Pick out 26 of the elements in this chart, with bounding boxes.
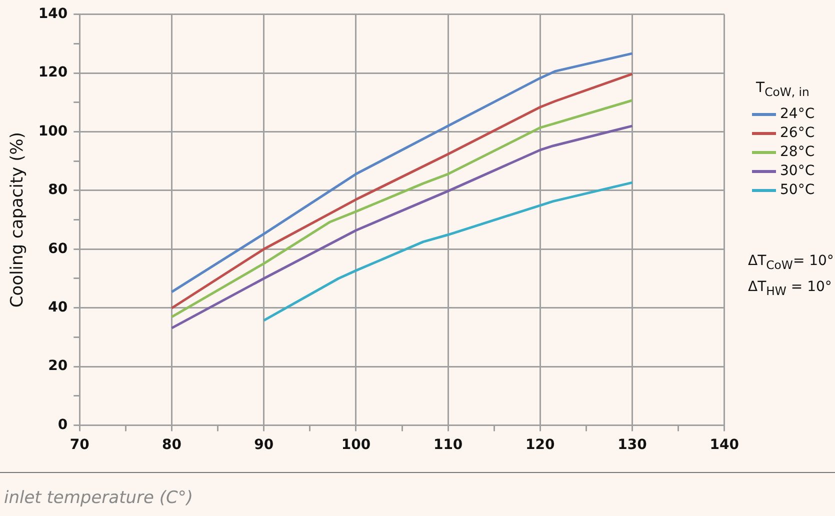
text: ΔT$_{CoW}$= 10° bbox=[748, 252, 834, 274]
legend-label: 26°C bbox=[780, 125, 815, 142]
x-tick-label: 110 bbox=[433, 437, 463, 454]
x-tick-label: 140 bbox=[710, 437, 740, 454]
text: ΔT$_{HW}$ = 10° bbox=[748, 278, 833, 300]
legend-label: 30°C bbox=[780, 163, 815, 180]
x-tick-label: 70 bbox=[70, 437, 90, 454]
legend-label: 24°C bbox=[780, 106, 815, 122]
x-tick-label: 90 bbox=[254, 437, 274, 454]
x-tick-label: 100 bbox=[341, 437, 371, 454]
y-tick-label: 140 bbox=[38, 6, 68, 22]
y-axis-title: Cooling capacity (%) bbox=[8, 132, 28, 308]
x-axis-title: inlet temperature (C°) bbox=[4, 488, 194, 508]
x-tick-label: 80 bbox=[162, 437, 182, 454]
x-tick-label: 130 bbox=[618, 437, 648, 454]
legend-title: T$_{CoW, in}$ bbox=[756, 80, 810, 99]
y-tick-label: 20 bbox=[48, 358, 68, 374]
y-tick-label: 120 bbox=[38, 64, 68, 81]
legend-label: 50°C bbox=[780, 182, 815, 198]
y-tick-label: 80 bbox=[48, 182, 68, 198]
y-tick-label: 0 bbox=[58, 416, 68, 433]
y-tick-label: 60 bbox=[48, 240, 68, 257]
y-tick-label: 40 bbox=[48, 299, 68, 316]
legend-label: 28°C bbox=[780, 144, 815, 160]
x-tick-label: 120 bbox=[526, 437, 556, 454]
y-tick-label: 100 bbox=[38, 123, 68, 140]
